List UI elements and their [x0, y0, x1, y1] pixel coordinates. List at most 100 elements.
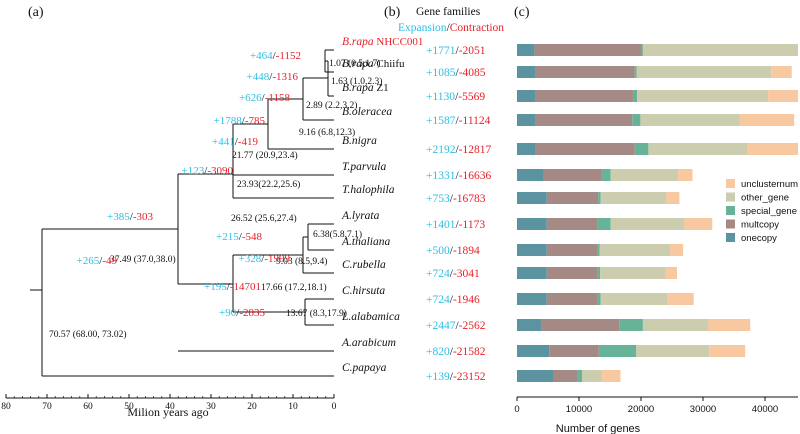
branch-separator: /	[204, 165, 208, 177]
legend-swatch	[726, 192, 735, 202]
bar-segment-onecopy	[517, 218, 547, 230]
contraction-count: -5569	[458, 91, 485, 103]
branch-separator: /	[242, 115, 246, 127]
bar-segment-other_gene	[636, 66, 772, 78]
panel-label-b: (b)	[384, 5, 401, 20]
bar-segment-unclusternum	[665, 267, 677, 279]
node-age-label: 2.89 (2.2,3.2)	[306, 100, 357, 111]
bar-segment-onecopy	[517, 244, 547, 256]
taxon-name: T.parvula	[342, 161, 386, 173]
bar-axis-tick-label: 10000	[566, 404, 592, 415]
taxon-name: A.lyrata	[341, 210, 380, 222]
taxon-name: B.rapa	[342, 82, 374, 94]
bar-segment-other_gene	[599, 244, 671, 256]
stacked-bar-chart	[517, 44, 798, 382]
branch-contraction: -49	[102, 255, 117, 267]
branch-change-label: +215/-548	[216, 231, 262, 243]
contraction-count: -3041	[453, 268, 480, 280]
branch-separator: /	[227, 281, 231, 293]
count-separator: /	[456, 115, 460, 127]
count-separator: /	[450, 346, 454, 358]
bar-segment-onecopy	[517, 143, 536, 155]
node-age-label: 70.57 (68.00, 73.02)	[49, 329, 127, 340]
bar-segment-multcopy	[535, 90, 633, 102]
tree-axis-tick-label: 80	[1, 402, 11, 412]
expansion-count: +2447	[426, 320, 456, 332]
bar-segment-unclusternum	[771, 66, 792, 78]
count-separator: /	[450, 371, 454, 383]
contraction-count: -16636	[459, 170, 492, 182]
node-age-label: 23.93(22.2,25.6)	[237, 179, 300, 190]
gene-family-count: +753/-16783	[426, 193, 486, 205]
branch-contraction: -1158	[265, 92, 291, 104]
count-separator: /	[456, 219, 460, 231]
bar-segment-unclusternum	[684, 218, 713, 230]
bar-segment-unclusternum	[708, 319, 751, 331]
bar-segment-multcopy	[543, 169, 602, 181]
gene-family-count: +1401/-1173	[426, 219, 485, 231]
gene-family-count: +2192/-12817	[426, 144, 492, 156]
bar-segment-special_gene	[577, 370, 583, 382]
node-age-label: 17.66 (17.2,18.1)	[261, 282, 327, 293]
taxon-label: T.halophila	[342, 184, 395, 196]
bar-segment-onecopy	[517, 319, 542, 331]
gene-family-count: +1130/-5569	[426, 91, 485, 103]
gene-family-count: +500/-1894	[426, 245, 480, 257]
bar-axis-tick-label: 40000	[752, 404, 778, 415]
panel-label-a: (a)	[28, 5, 44, 20]
taxon-label: A.thaliana	[341, 236, 390, 248]
tree-axis-tick-label: 40	[165, 402, 175, 412]
branch-expansion: +448	[247, 71, 270, 83]
contraction-count: -23152	[453, 371, 486, 383]
bar-segment-other_gene	[582, 370, 602, 382]
branch-contraction: -3090	[207, 165, 233, 177]
tree-axis-tick-label: 60	[83, 402, 93, 412]
bar-segment-unclusternum	[739, 114, 795, 126]
taxon-label: B.nigra	[342, 135, 377, 147]
bar-segment-onecopy	[517, 44, 535, 56]
bar-segment-onecopy	[517, 66, 536, 78]
gene-families-legend-line: Expansion/Contraction	[398, 22, 504, 34]
bar-segment-multcopy	[535, 114, 633, 126]
node-age-label: 13.67 (8.3,17.9)	[286, 308, 347, 319]
bar-segment-other_gene	[610, 169, 679, 181]
bar-segment-multcopy	[553, 370, 578, 382]
bar-segment-special_gene	[601, 169, 611, 181]
branch-contraction: -1999	[264, 253, 290, 265]
tree-axis-tick-label: 30	[206, 402, 216, 412]
branch-contraction: -2835	[239, 307, 265, 319]
tree-axis-label: Milion years ago	[127, 405, 208, 419]
taxon-label: C.papaya	[342, 362, 387, 374]
bar-segment-onecopy	[517, 114, 536, 126]
contraction-count: -1894	[453, 245, 480, 257]
node-age-label: 37.49 (37.0,38.0)	[110, 254, 176, 265]
tree-time-axis: 80 70 60 50 40 30 20 10 0	[1, 394, 337, 412]
bar-segment-unclusternum	[709, 345, 746, 357]
branch-separator: /	[269, 71, 273, 83]
branch-change-label: +464/-1152	[250, 50, 301, 62]
branch-expansion: +1788	[214, 115, 243, 127]
bar-segment-multcopy	[546, 192, 599, 204]
expansion-count: +1331	[426, 170, 456, 182]
taxon-label: T.parvula	[342, 161, 386, 173]
taxon-name: A.arabicum	[341, 337, 396, 349]
taxon-name: A.thaliana	[341, 236, 390, 248]
branch-contraction: -1316	[272, 71, 298, 83]
branch-expansion: +265	[77, 255, 100, 267]
expansion-count: +1085	[426, 67, 456, 79]
expansion-count: +724	[426, 268, 450, 280]
expansion-count: +1587	[426, 115, 456, 127]
bar-axis-tick-label: 30000	[690, 404, 716, 415]
taxon-name: C.rubella	[342, 259, 386, 271]
gene-family-count: +1331/-16636	[426, 170, 492, 182]
bar-segment-onecopy	[517, 370, 553, 382]
bar-segment-multcopy	[546, 293, 598, 305]
contraction-count: -4085	[459, 67, 486, 79]
gene-families-title: Gene families	[416, 6, 481, 18]
contraction-count: -11124	[459, 115, 491, 127]
branch-expansion: +464	[250, 50, 273, 62]
tree-axis-tick-label: 20	[247, 402, 257, 412]
branch-expansion: +328	[239, 253, 262, 265]
contraction-count: -12817	[459, 144, 492, 156]
